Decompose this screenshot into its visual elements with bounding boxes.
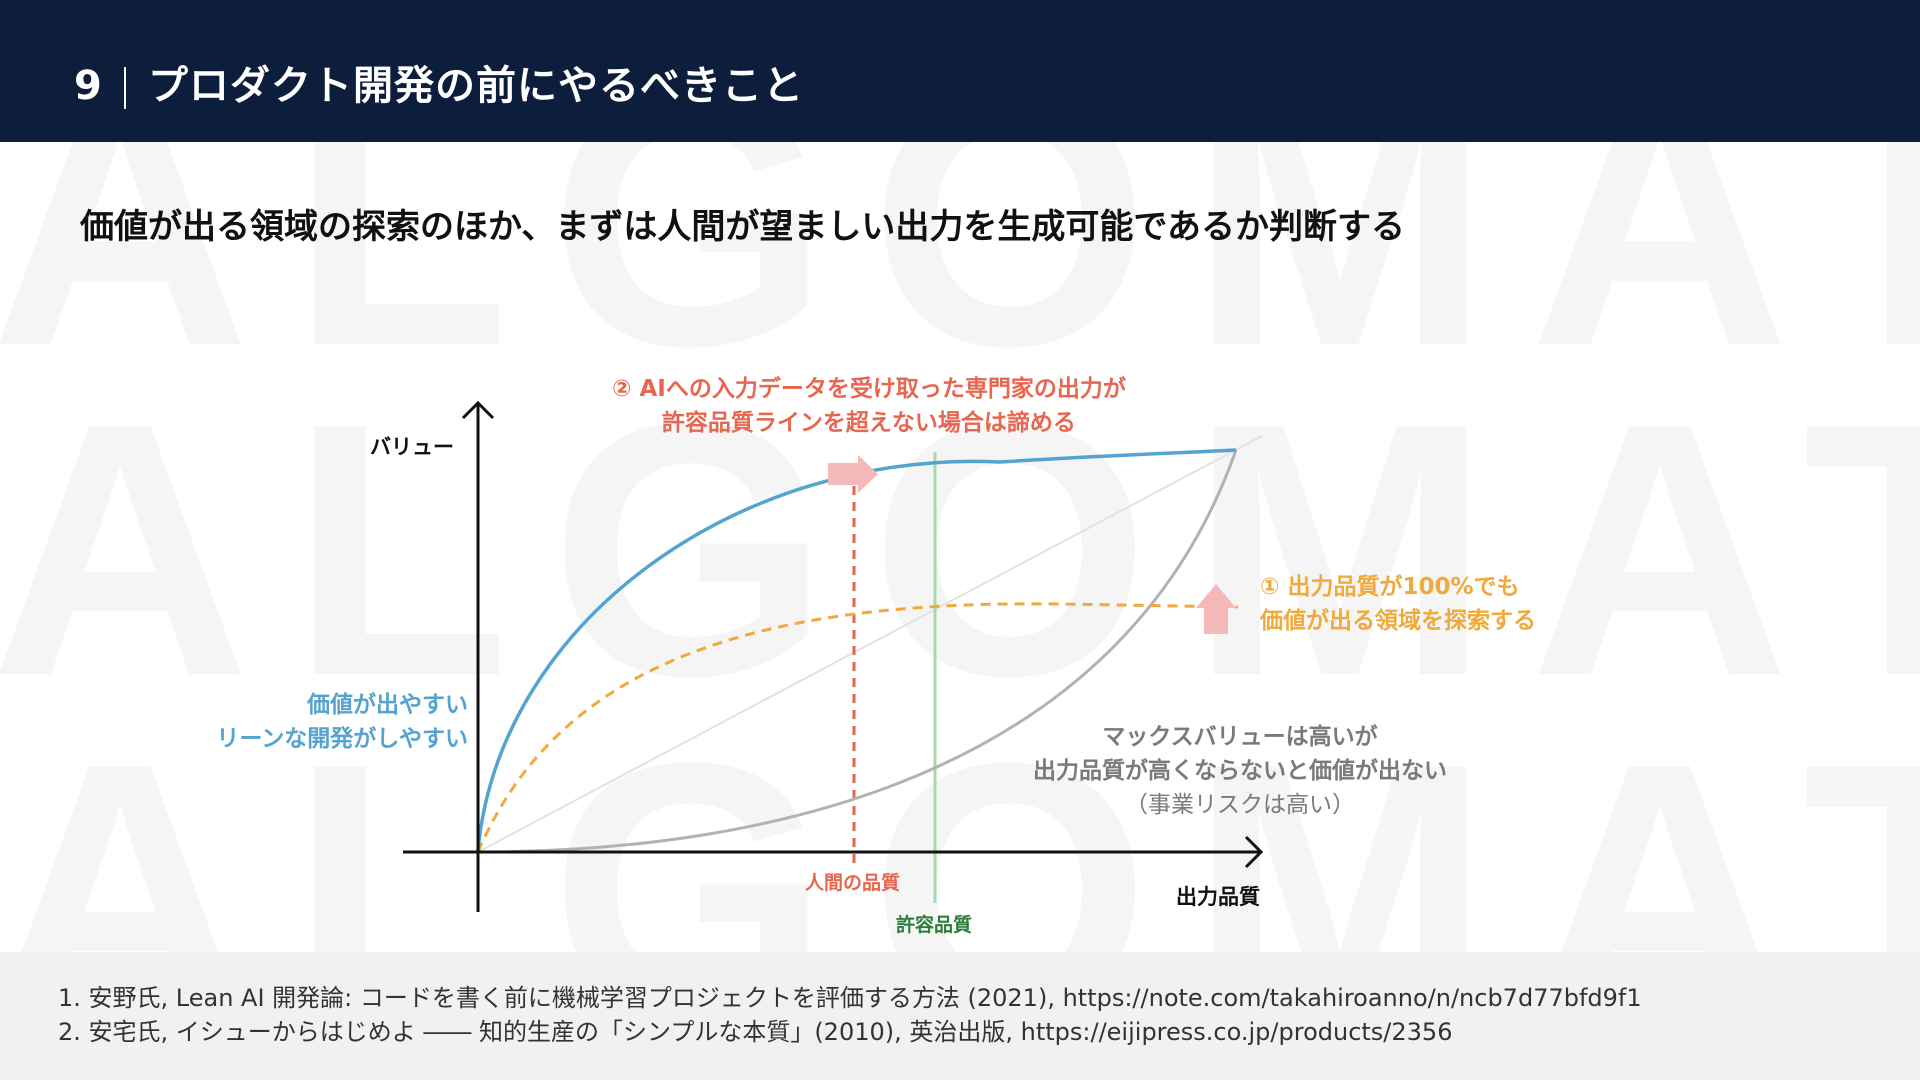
- reference-2: 2. 安宅氏, イシューからはじめよ ―― 知的生産の「シンプルな本質」(201…: [58, 1018, 1453, 1046]
- annotation-1: ① 出力品質が100%でも 価値が出る領域を探索する: [1260, 570, 1536, 638]
- slide-subtitle: 価値が出る領域の探索のほか、まずは人間が望ましい出力を生成可能であるか判断する: [80, 207, 1405, 247]
- max-value-note-line-1: マックスバリューは高いが: [1102, 724, 1378, 750]
- lean-note: 価値が出やすい リーンな開発がしやすい: [200, 688, 468, 756]
- max-value-note-line-2: 出力品質が高くならないと価値が出ない: [1033, 758, 1447, 784]
- slide-title: プロダクト開発の前にやるべきこと: [148, 63, 804, 109]
- references-footer: 1. 安野氏, Lean AI 開発論: コードを書く前に機械学習プロジェクトを…: [0, 952, 1920, 1080]
- max-value-note-line-3: （事業リスクは高い）: [1125, 792, 1355, 818]
- right-arrow-shape: [828, 455, 878, 493]
- annotation-2-line-2: 許容品質ラインを超えない場合は諦める: [661, 410, 1076, 436]
- reference-diagonal: [477, 435, 1263, 853]
- gray-curve: [477, 449, 1238, 854]
- watermark-line-2: ALGOMATIC: [0, 349, 1920, 751]
- y-axis-label: バリュー: [370, 435, 454, 459]
- annotation-1-line-2: 価値が出る領域を探索する: [1260, 608, 1536, 634]
- x-axis-label: 出力品質: [1176, 885, 1260, 909]
- slide-number: 9: [74, 63, 102, 109]
- lean-note-line-2: リーンな開発がしやすい: [216, 726, 468, 752]
- reference-1: 1. 安野氏, Lean AI 開発論: コードを書く前に機械学習プロジェクトを…: [58, 984, 1642, 1012]
- y-axis-arrowhead: [461, 400, 495, 420]
- lean-note-line-1: 価値が出やすい: [307, 692, 468, 718]
- max-value-note: マックスバリューは高いが 出力品質が高くならないと価値が出ない （事業リスクは高…: [1020, 720, 1460, 822]
- annotation-2-line-1: ② AIへの入力データを受け取った専門家の出力が: [612, 376, 1126, 402]
- header-divider: [124, 67, 126, 109]
- annotation-2: ② AIへの入力データを受け取った専門家の出力が 許容品質ラインを超えない場合は…: [612, 372, 1126, 440]
- up-arrow-shape: [1196, 584, 1236, 634]
- orange-curve: [476, 602, 1239, 853]
- slide-header: 9 プロダクト開発の前にやるべきこと: [0, 0, 1920, 142]
- x-axis-arrowhead: [1244, 835, 1264, 869]
- annotation-1-line-1: ① 出力品質が100%でも: [1260, 574, 1520, 600]
- acceptable-quality-label: 許容品質: [896, 914, 973, 936]
- human-quality-label: 人間の品質: [805, 872, 901, 894]
